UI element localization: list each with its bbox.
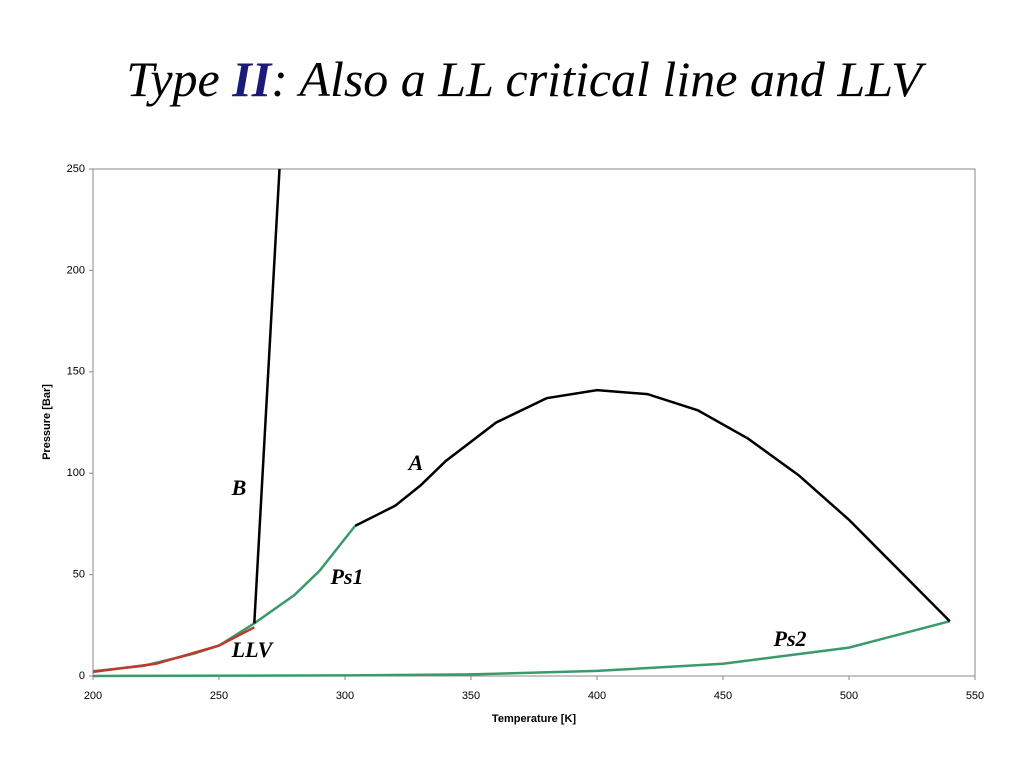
x-axis-label: Temperature [K]	[492, 713, 576, 725]
curve	[92, 619, 951, 678]
plot-area	[92, 168, 976, 677]
curve	[253, 168, 281, 624]
x-tick-label: 200	[84, 690, 102, 702]
x-tick-label: 350	[462, 690, 480, 702]
x-tick-label: 400	[588, 690, 606, 702]
y-tick-label: 0	[79, 670, 85, 682]
y-axis-label: Pressure [Bar]	[41, 384, 53, 460]
title-part: Type	[126, 51, 232, 107]
title-emphasis: II	[231, 51, 272, 107]
slide-title: Type II: Also a LL critical line and LLV	[126, 51, 927, 107]
curve	[354, 388, 951, 623]
curve-label: Ps2	[773, 626, 807, 651]
x-tick-label: 450	[714, 690, 732, 702]
y-tick-label: 100	[67, 467, 85, 479]
y-tick-label: 200	[67, 264, 85, 276]
curve	[92, 626, 255, 674]
y-tick-label: 250	[67, 163, 85, 175]
title-part: : Also a LL critical line and LLV	[271, 51, 927, 107]
x-tick-label: 250	[210, 690, 228, 702]
curve-label: LLV	[231, 637, 275, 662]
curve-label: B	[231, 475, 247, 500]
curve	[92, 525, 357, 673]
x-tick-label: 300	[336, 690, 354, 702]
y-tick-label: 150	[67, 366, 85, 378]
y-tick-label: 50	[73, 569, 85, 581]
curve-label: A	[407, 450, 424, 475]
x-tick-label: 500	[840, 690, 858, 702]
curve-label: Ps1	[330, 564, 364, 589]
x-tick-label: 550	[966, 690, 984, 702]
